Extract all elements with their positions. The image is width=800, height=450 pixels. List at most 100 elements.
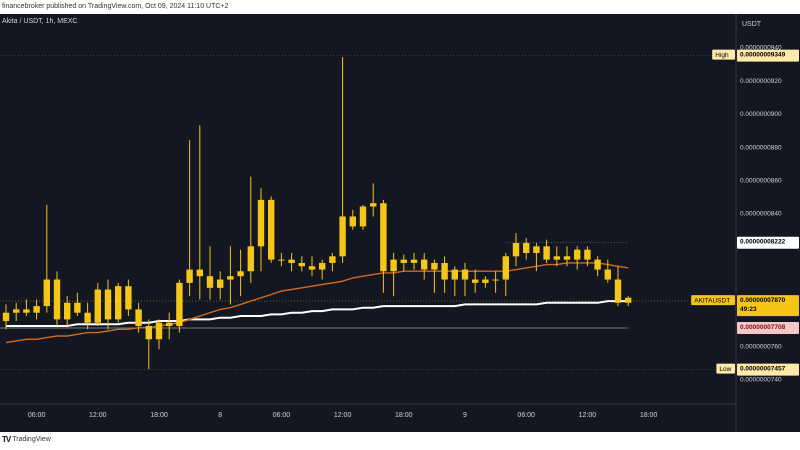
- candle-body: [625, 297, 632, 303]
- candle-body: [329, 256, 336, 263]
- candle-body: [115, 286, 122, 320]
- candle-body: [380, 203, 387, 272]
- ma-slow-line: [6, 300, 629, 327]
- x-tick-label: 12:00: [579, 412, 597, 419]
- high-label-text: 0.00000009349: [740, 52, 786, 59]
- candle-body: [614, 279, 622, 303]
- last-price-label-left-bg: [691, 295, 735, 306]
- candle-body: [298, 262, 305, 267]
- candle-body: [482, 279, 489, 283]
- candle-body: [74, 302, 81, 313]
- candle-body: [43, 279, 50, 307]
- low-label-bg: [737, 363, 799, 376]
- candle-body: [33, 306, 40, 313]
- candle-body: [13, 309, 20, 313]
- candle-body: [268, 199, 275, 260]
- candle-body: [155, 322, 163, 340]
- publish-info: financebroker published on TradingView.c…: [0, 0, 800, 14]
- ma-fast-line: [5, 262, 629, 344]
- candle-body: [23, 309, 30, 313]
- y-tick-label: 0.0000000920: [740, 78, 782, 85]
- low-label-left-bg: [716, 363, 735, 374]
- candle-body: [166, 322, 173, 326]
- footer: TV TradingView: [0, 432, 800, 450]
- candle-body: [410, 259, 418, 263]
- candle-body: [125, 286, 132, 310]
- y-tick-label: 0.0000000860: [740, 177, 782, 184]
- tradingview-logo-icon: TV: [2, 435, 11, 444]
- candle-body: [390, 259, 397, 272]
- x-tick-label: 06:00: [28, 412, 46, 419]
- candle-body: [186, 269, 193, 283]
- candle-body: [553, 256, 560, 260]
- candle-body: [319, 262, 326, 270]
- candle-body: [400, 259, 407, 263]
- x-tick-label: 18:00: [150, 412, 168, 419]
- y-tick-label: 0.0000000740: [740, 377, 782, 384]
- chart-area[interactable]: USDT 0.0000000940 0.0000000920 0.0000000900…: [0, 14, 800, 432]
- candle-body: [104, 289, 112, 320]
- price-axis-unit: USDT: [742, 21, 762, 28]
- y-tick-label: 0.0000000900: [740, 111, 782, 118]
- candle-body: [53, 279, 61, 320]
- last-price-label-left-text: AKITAUSDT: [694, 298, 730, 305]
- tradingview-logo[interactable]: TV TradingView: [2, 435, 51, 444]
- last-price-label-bg: [737, 295, 799, 317]
- candle-body: [196, 269, 203, 277]
- candle-body: [135, 309, 142, 326]
- x-tick-label: 06:00: [517, 412, 535, 419]
- candle-body: [461, 269, 469, 280]
- candle-body: [84, 312, 91, 323]
- x-tick-label: 8: [218, 412, 222, 419]
- x-tick-label: 18:00: [395, 412, 413, 419]
- candle-body: [308, 266, 316, 270]
- candle-body: [288, 259, 295, 263]
- candle-body: [431, 262, 438, 270]
- candle-body: [145, 326, 152, 340]
- candle-body: [543, 246, 550, 260]
- last-price-label-text: 49:23: [740, 306, 757, 313]
- y-tick-label: 0.0000000760: [740, 343, 782, 350]
- candle-body: [594, 259, 601, 270]
- candle-body: [604, 269, 611, 280]
- candle-body: [472, 279, 479, 283]
- candle-body: [563, 256, 571, 260]
- candle-body: [94, 289, 101, 323]
- y-tick-label: 0.0000000840: [740, 211, 782, 218]
- low-label-text: 0.00000007457: [740, 366, 786, 373]
- candle-body: [370, 203, 377, 207]
- candle-body: [278, 259, 285, 261]
- x-tick-label: 9: [463, 412, 467, 419]
- pivot-label-text: 0.00000008222: [740, 239, 786, 246]
- candle-body: [574, 249, 581, 260]
- candle-body: [217, 279, 224, 288]
- x-tick-label: 06:00: [273, 412, 291, 419]
- x-tick-label: 18:00: [640, 412, 658, 419]
- candlestick-chart[interactable]: USDT 0.0000000940 0.0000000920 0.0000000900…: [0, 14, 800, 432]
- candle-body: [206, 276, 214, 288]
- candle-body: [451, 269, 458, 280]
- candle-body: [584, 249, 591, 260]
- tradingview-logo-text: TradingView: [12, 436, 51, 443]
- candle-body: [2, 312, 10, 322]
- candle-body: [441, 262, 448, 280]
- y-tick-label: 0.0000000880: [740, 144, 782, 151]
- red-level-label-text: 0.00000007708: [740, 324, 786, 331]
- price-axis-panel: [736, 14, 800, 432]
- candle-body: [227, 276, 234, 280]
- x-tick-label: 12:00: [334, 412, 352, 419]
- last-price-label-text: 0.00000007870: [740, 297, 786, 304]
- candle-body: [176, 282, 183, 326]
- candle-body: [492, 279, 499, 281]
- pivot-label-bg: [737, 236, 799, 249]
- x-tick-label: 12:00: [89, 412, 107, 419]
- y-tick-label: 0.0000000940: [740, 45, 782, 52]
- high-label-left-bg: [712, 49, 735, 60]
- candle-body: [64, 302, 71, 320]
- candle-body: [502, 256, 509, 280]
- candle-body: [349, 216, 356, 227]
- low-label-left-text: Low: [719, 366, 731, 373]
- candle-body: [247, 246, 254, 272]
- red-level-label-bg: [737, 321, 799, 334]
